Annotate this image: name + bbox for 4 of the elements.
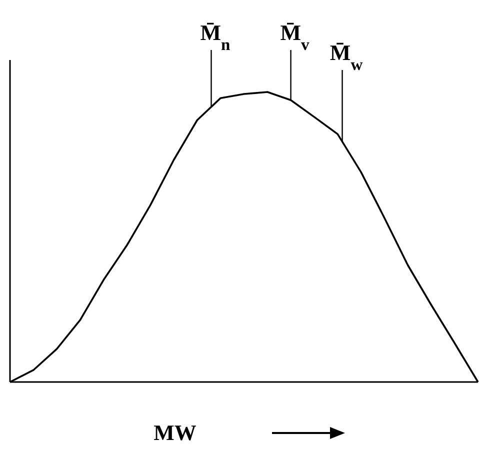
text: M̄$_{n}$	[200, 20, 230, 54]
x-axis-title: MW	[154, 420, 196, 445]
text: M̄$_{w}$	[330, 40, 363, 74]
text: M̄$_{v}$	[280, 20, 310, 54]
